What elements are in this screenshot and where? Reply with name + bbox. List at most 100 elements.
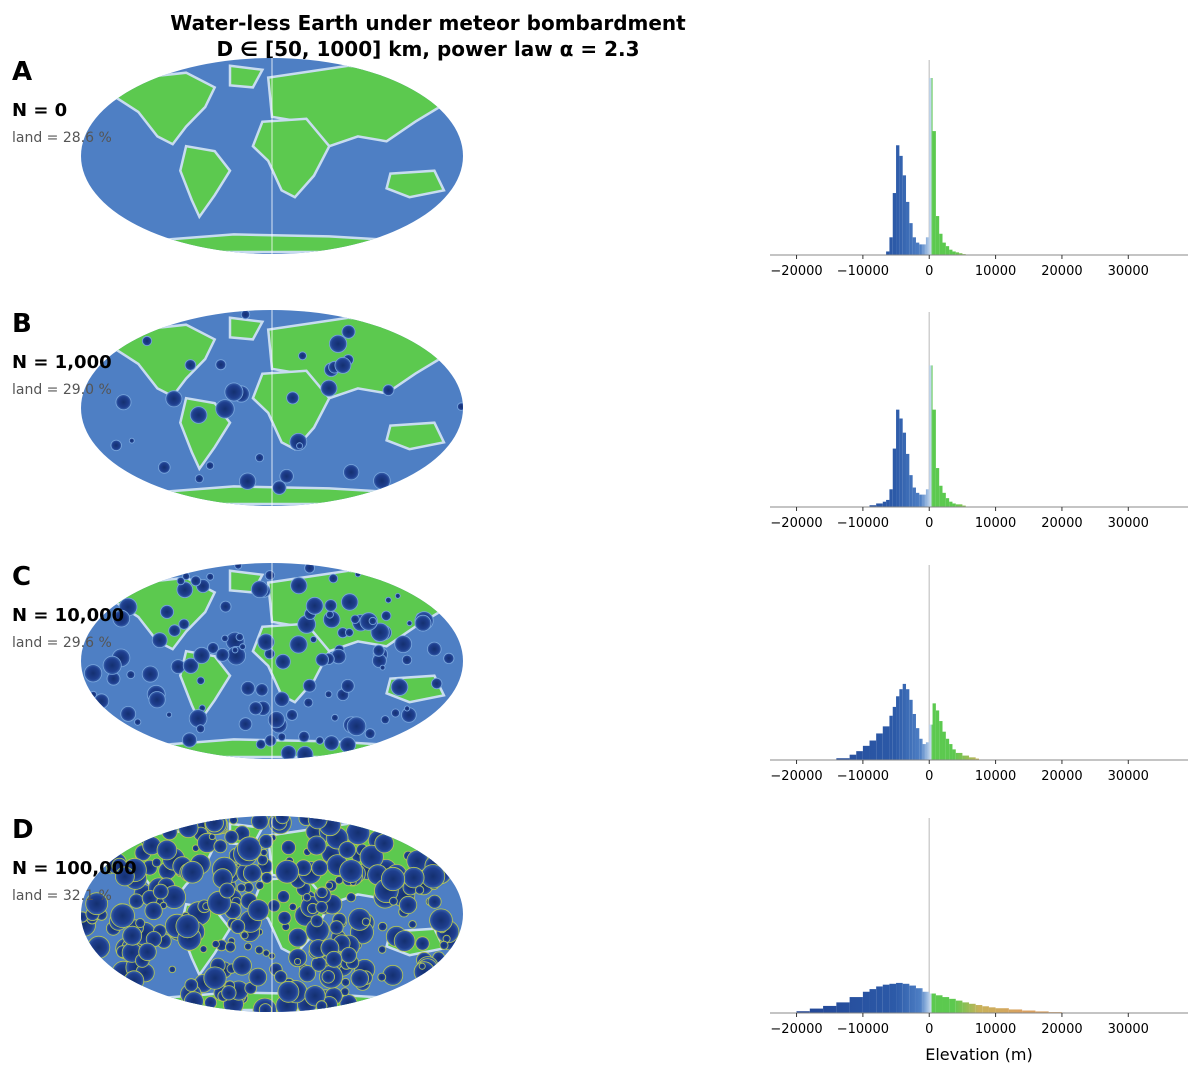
crater bbox=[378, 945, 387, 954]
histogram-bar bbox=[925, 742, 930, 760]
crater bbox=[110, 903, 135, 928]
histogram-bar bbox=[1022, 1010, 1036, 1013]
crater bbox=[288, 948, 308, 968]
histogram-bar bbox=[902, 175, 907, 255]
histogram-bar bbox=[876, 733, 883, 760]
histogram-bar bbox=[955, 504, 963, 507]
histogram-bar bbox=[889, 983, 897, 1013]
crater bbox=[93, 693, 110, 709]
crater bbox=[110, 439, 122, 452]
crater bbox=[287, 927, 308, 948]
crater bbox=[298, 730, 310, 743]
x-tick-label: −20000 bbox=[770, 516, 822, 531]
crater bbox=[254, 945, 264, 955]
crater bbox=[183, 991, 204, 1012]
crater bbox=[238, 717, 253, 731]
crater bbox=[374, 833, 395, 854]
x-tick-label: 30000 bbox=[1108, 264, 1149, 279]
histogram-bar bbox=[892, 193, 897, 255]
crater bbox=[215, 359, 227, 371]
panel-b: B N = 1,000 land = 29.0 % −20000 −10000 0 1000… bbox=[12, 309, 1188, 531]
world-map bbox=[81, 310, 463, 506]
crater bbox=[151, 857, 162, 868]
crater bbox=[166, 711, 173, 718]
crater bbox=[457, 402, 463, 411]
histogram-bar bbox=[906, 689, 910, 760]
histogram-bar bbox=[919, 494, 923, 507]
crater bbox=[242, 863, 262, 883]
histogram-bar bbox=[909, 475, 913, 507]
world-map bbox=[81, 563, 463, 759]
crater bbox=[307, 816, 328, 830]
histogram-bar bbox=[882, 726, 890, 760]
crater bbox=[175, 914, 200, 939]
histogram-bar bbox=[945, 246, 950, 255]
crater bbox=[262, 949, 270, 957]
crater bbox=[275, 859, 300, 884]
histogram-bar bbox=[932, 131, 936, 255]
crater bbox=[247, 899, 270, 922]
crater bbox=[323, 735, 340, 751]
crater bbox=[306, 835, 327, 856]
histogram-bar bbox=[962, 1002, 970, 1013]
land-label: land = 29.0 % bbox=[12, 382, 112, 398]
crater bbox=[153, 883, 169, 900]
crater bbox=[414, 885, 425, 895]
crater bbox=[346, 716, 367, 737]
crater bbox=[305, 596, 324, 615]
crater bbox=[296, 442, 304, 450]
x-tick-label: 0 bbox=[925, 516, 933, 531]
crater bbox=[206, 572, 215, 581]
crater bbox=[379, 664, 386, 671]
crater bbox=[370, 622, 390, 642]
histogram-bar bbox=[862, 745, 870, 760]
histogram-bar bbox=[836, 1002, 850, 1013]
crater bbox=[219, 600, 232, 613]
crater bbox=[184, 359, 197, 371]
crater bbox=[199, 945, 208, 953]
crater bbox=[239, 472, 257, 490]
crater bbox=[302, 893, 312, 902]
histogram-bar bbox=[909, 699, 913, 760]
crater bbox=[193, 646, 211, 664]
crater bbox=[280, 840, 296, 856]
x-tick-label: 10000 bbox=[975, 1022, 1016, 1037]
crater bbox=[390, 678, 409, 696]
histogram-bar bbox=[949, 501, 953, 507]
land-label: land = 29.6 % bbox=[12, 635, 112, 651]
crater bbox=[288, 902, 297, 912]
crater bbox=[178, 817, 199, 839]
crater bbox=[401, 654, 413, 666]
crater bbox=[194, 474, 204, 484]
n-label: N = 1,000 bbox=[12, 352, 112, 373]
crater bbox=[298, 965, 316, 983]
crater bbox=[368, 616, 377, 626]
histogram-bar bbox=[929, 724, 933, 760]
crater bbox=[159, 604, 174, 619]
crater bbox=[151, 632, 168, 649]
crater bbox=[195, 724, 205, 734]
x-tick-label: −20000 bbox=[770, 1022, 822, 1037]
histogram-bar bbox=[1008, 1009, 1023, 1013]
n-label: N = 10,000 bbox=[12, 605, 124, 626]
histogram-bar bbox=[919, 738, 923, 760]
crater bbox=[255, 683, 269, 697]
histogram-bar bbox=[995, 1008, 1009, 1013]
crater bbox=[340, 947, 357, 964]
crater bbox=[255, 739, 266, 750]
histogram-bar bbox=[849, 997, 863, 1013]
crater bbox=[344, 628, 354, 637]
histogram-bar bbox=[1035, 1011, 1049, 1013]
histogram-bar bbox=[889, 489, 893, 507]
crater bbox=[258, 834, 274, 849]
histogram-bar bbox=[902, 432, 907, 507]
crater bbox=[280, 745, 297, 759]
histogram-bar bbox=[969, 757, 976, 760]
crater bbox=[255, 880, 265, 890]
crater bbox=[231, 646, 239, 654]
x-tick-label: −10000 bbox=[837, 1022, 889, 1037]
histogram-bar bbox=[932, 409, 936, 507]
crater bbox=[236, 883, 246, 893]
crater bbox=[277, 980, 300, 1003]
